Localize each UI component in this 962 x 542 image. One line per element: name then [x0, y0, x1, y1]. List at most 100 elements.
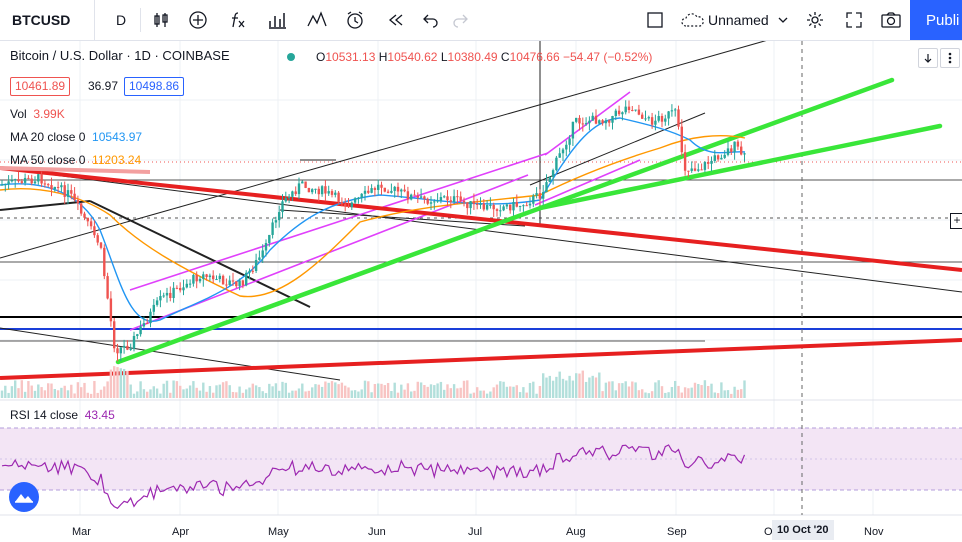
x-label: May	[268, 526, 289, 538]
volume-bar	[416, 381, 419, 398]
volume-bar	[627, 386, 631, 398]
collapse-arrow-icon[interactable]	[918, 48, 938, 68]
green-trendlines[interactable]	[115, 77, 943, 365]
ma50-legend[interactable]: MA 50 close 0 11203.24	[10, 153, 142, 167]
candle-body	[291, 191, 294, 197]
candle-body	[357, 197, 360, 199]
add-plus-icon[interactable]: +	[950, 213, 962, 229]
ohlc-values: O10531.13 H10540.62 L10380.49 C10476.66 …	[316, 50, 653, 64]
black-trend-down[interactable]	[89, 200, 311, 308]
tradingview-logo-icon[interactable]	[9, 482, 39, 512]
volume-bar	[251, 383, 254, 398]
red-trendlines[interactable]	[0, 166, 962, 380]
volume-bar	[423, 385, 426, 398]
chevron-down-icon[interactable]	[774, 0, 792, 40]
candle-body	[614, 110, 617, 116]
candle-body	[301, 181, 304, 184]
buy-price-tag[interactable]: 10498.86	[124, 77, 185, 96]
volume-bar	[294, 390, 297, 398]
candle-body	[149, 311, 152, 324]
magenta-channel[interactable]	[129, 91, 641, 331]
compare-icon[interactable]	[263, 0, 291, 40]
symbol-search-button[interactable]: BTCUSD	[0, 0, 95, 40]
ma20-legend[interactable]: MA 20 close 0 10543.97	[10, 130, 143, 144]
sell-price-tag[interactable]: 10461.89	[10, 77, 71, 96]
candle-body	[146, 323, 149, 325]
more-options-icon[interactable]	[940, 48, 960, 68]
alert-clock-icon[interactable]	[341, 0, 369, 40]
interval-button[interactable]: D	[108, 0, 134, 40]
candle-body	[575, 117, 578, 122]
candle-body	[287, 196, 291, 199]
red-trend-upper[interactable]	[0, 166, 962, 272]
volume-bar	[136, 391, 139, 398]
candle-body	[23, 177, 27, 183]
candle-body	[235, 281, 238, 287]
settings-icon[interactable]	[801, 0, 829, 40]
candle-body	[426, 198, 429, 204]
candle-body	[76, 199, 80, 204]
volume-bar	[726, 390, 730, 398]
black-trend-thick[interactable]	[0, 200, 91, 211]
fx-icon[interactable]	[224, 0, 252, 40]
candle-body	[254, 259, 258, 271]
red-trend-lower[interactable]	[0, 338, 962, 380]
volume-bar	[588, 377, 591, 398]
candle-body	[113, 321, 116, 349]
volume-bar	[363, 380, 367, 398]
candle-body	[221, 275, 225, 285]
volume-bar	[410, 391, 413, 398]
candle-body	[261, 250, 264, 258]
indicators-icon[interactable]	[303, 0, 331, 40]
bar-chart-icon[interactable]	[148, 0, 174, 40]
volume-bar	[43, 390, 47, 398]
candle-body	[7, 181, 10, 185]
volume-bar	[532, 381, 535, 398]
candle-body	[320, 186, 324, 195]
volume-bar	[485, 393, 489, 398]
plus-circle-icon[interactable]	[184, 0, 212, 40]
candle-body	[241, 280, 245, 286]
candle-body	[545, 182, 548, 193]
candle-body	[532, 195, 535, 204]
rsi-legend[interactable]: RSI 14 close 43.45	[10, 408, 115, 422]
replay-icon[interactable]	[382, 0, 410, 40]
interval-label: D	[115, 12, 127, 28]
candle-body	[680, 126, 683, 153]
cloud-icon[interactable]	[678, 0, 708, 40]
candle-body	[492, 204, 495, 210]
volume-bar	[700, 385, 703, 398]
volume-bar	[377, 383, 380, 398]
volume-bar	[670, 387, 674, 398]
candle-body	[710, 160, 713, 164]
candle-body	[677, 109, 680, 127]
volume-bar	[235, 392, 238, 398]
volume-bar	[690, 387, 693, 398]
candle-body	[205, 274, 208, 278]
volume-bar	[443, 389, 446, 398]
candle-body	[380, 184, 383, 188]
candle-body	[502, 206, 505, 211]
candle-body	[726, 148, 730, 155]
layout-square-icon[interactable]	[643, 0, 667, 40]
spread-value: 36.97	[88, 79, 119, 93]
volume-bar	[525, 392, 528, 398]
volume-bar	[241, 392, 245, 398]
volume-bar	[53, 388, 56, 398]
candle-body	[581, 123, 584, 125]
candle-body	[436, 200, 439, 202]
volume-bar	[109, 369, 113, 398]
layout-name[interactable]: Unnamed	[708, 0, 770, 40]
publish-button[interactable]: Publi	[910, 0, 962, 40]
volume-bar	[723, 390, 726, 398]
candle-body	[377, 184, 380, 190]
camera-icon[interactable]	[877, 0, 905, 40]
chart-pane[interactable]: Bitcoin / U.S. Dollar · 1D · COINBASE O1…	[0, 41, 962, 542]
fullscreen-icon[interactable]	[840, 0, 868, 40]
vol-legend[interactable]: Vol 3.99K	[10, 107, 65, 121]
redo-icon[interactable]	[447, 0, 473, 40]
toolbar-divider	[140, 8, 141, 32]
undo-icon[interactable]	[418, 0, 444, 40]
horizontal-lines[interactable]	[0, 41, 962, 515]
volume-bar	[713, 392, 716, 398]
